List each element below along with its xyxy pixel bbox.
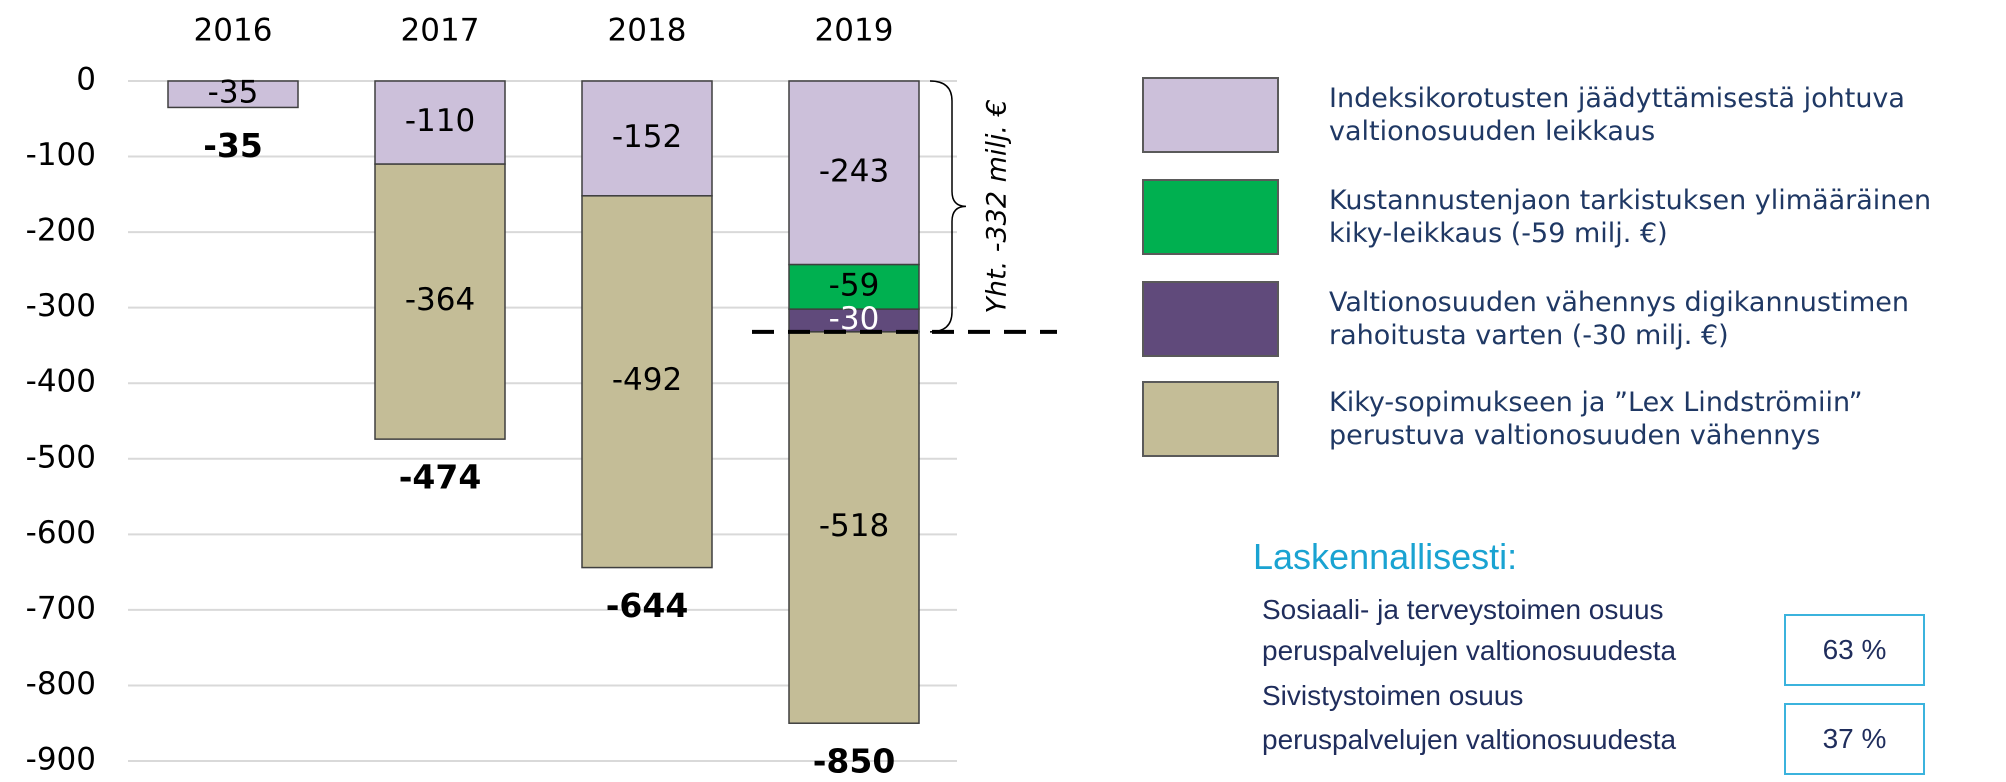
bar-segment [788, 80, 920, 266]
segment-label: -35 [208, 75, 259, 111]
calc-value: 37 % [1784, 703, 1925, 775]
y-tick-label: -400 [26, 364, 96, 400]
total-label: -850 [813, 742, 896, 781]
calc-label: Sivistystoimen osuus [1262, 680, 1524, 711]
legend-item: Valtionosuuden vähennys digikannustimen … [1142, 281, 1979, 357]
x-tick-label: 2017 [401, 13, 480, 49]
legend-label: Valtionosuuden vähennys digikannustimen … [1329, 287, 1909, 351]
calc-title: Laskennallisesti: [1253, 536, 1518, 577]
calc-label: peruspalvelujen valtionosuudesta [1262, 635, 1677, 666]
bar-segment [788, 263, 920, 310]
segment-label: -364 [405, 282, 475, 318]
total-label: -35 [203, 126, 263, 165]
x-tick-label: 2016 [194, 13, 273, 49]
bar-segment [374, 163, 506, 440]
segment-label: -152 [612, 119, 682, 155]
total-label: -474 [399, 458, 482, 497]
legend-item: Indeksikorotusten jäädyttämisestä johtuv… [1142, 77, 1979, 153]
calc-value: 63 % [1784, 614, 1925, 686]
legend-label: Kiky-sopimukseen ja ”Lex Lindströmiin” p… [1329, 387, 1863, 451]
bar-segment [581, 195, 713, 569]
bar-segment [167, 80, 299, 109]
y-tick-label: -500 [26, 439, 96, 475]
bar-segment [374, 80, 506, 165]
x-tick-label: 2019 [815, 13, 894, 49]
y-tick-label: -600 [26, 515, 96, 551]
y-tick-label: -300 [26, 288, 96, 324]
segment-label: -492 [612, 362, 682, 398]
bar-segment [788, 331, 920, 724]
total-label: -644 [606, 586, 689, 625]
brace [929, 80, 967, 333]
legend-item: Kustannustenjaon tarkistuksen ylimääräin… [1142, 179, 1979, 255]
x-tick-label: 2018 [608, 13, 687, 49]
y-tick-label: -100 [26, 137, 96, 173]
legend-label: Indeksikorotusten jäädyttämisestä johtuv… [1329, 83, 1905, 147]
legend-swatch [1142, 179, 1279, 255]
legend-swatch [1142, 381, 1279, 457]
legend-swatch [1142, 77, 1279, 153]
annotation: Yht. -332 milj. € [982, 99, 1013, 313]
y-tick-label: 0 [76, 62, 96, 98]
legend-swatch [1142, 281, 1279, 357]
segment-label: -518 [819, 508, 889, 544]
bar-segment [581, 80, 713, 197]
y-tick-label: -800 [26, 666, 96, 702]
y-tick-label: -900 [26, 742, 96, 778]
y-tick-label: -700 [26, 590, 96, 626]
segment-label: -110 [405, 103, 475, 139]
calc-label: peruspalvelujen valtionosuudesta [1262, 724, 1677, 755]
legend-label: Kustannustenjaon tarkistuksen ylimääräin… [1329, 185, 1932, 249]
segment-label: -59 [829, 267, 880, 303]
legend-item: Kiky-sopimukseen ja ”Lex Lindströmiin” p… [1142, 381, 1979, 457]
calc-label: Sosiaali- ja terveystoimen osuus [1262, 594, 1664, 625]
segment-label: -243 [819, 153, 889, 189]
y-tick-label: -200 [26, 213, 96, 249]
